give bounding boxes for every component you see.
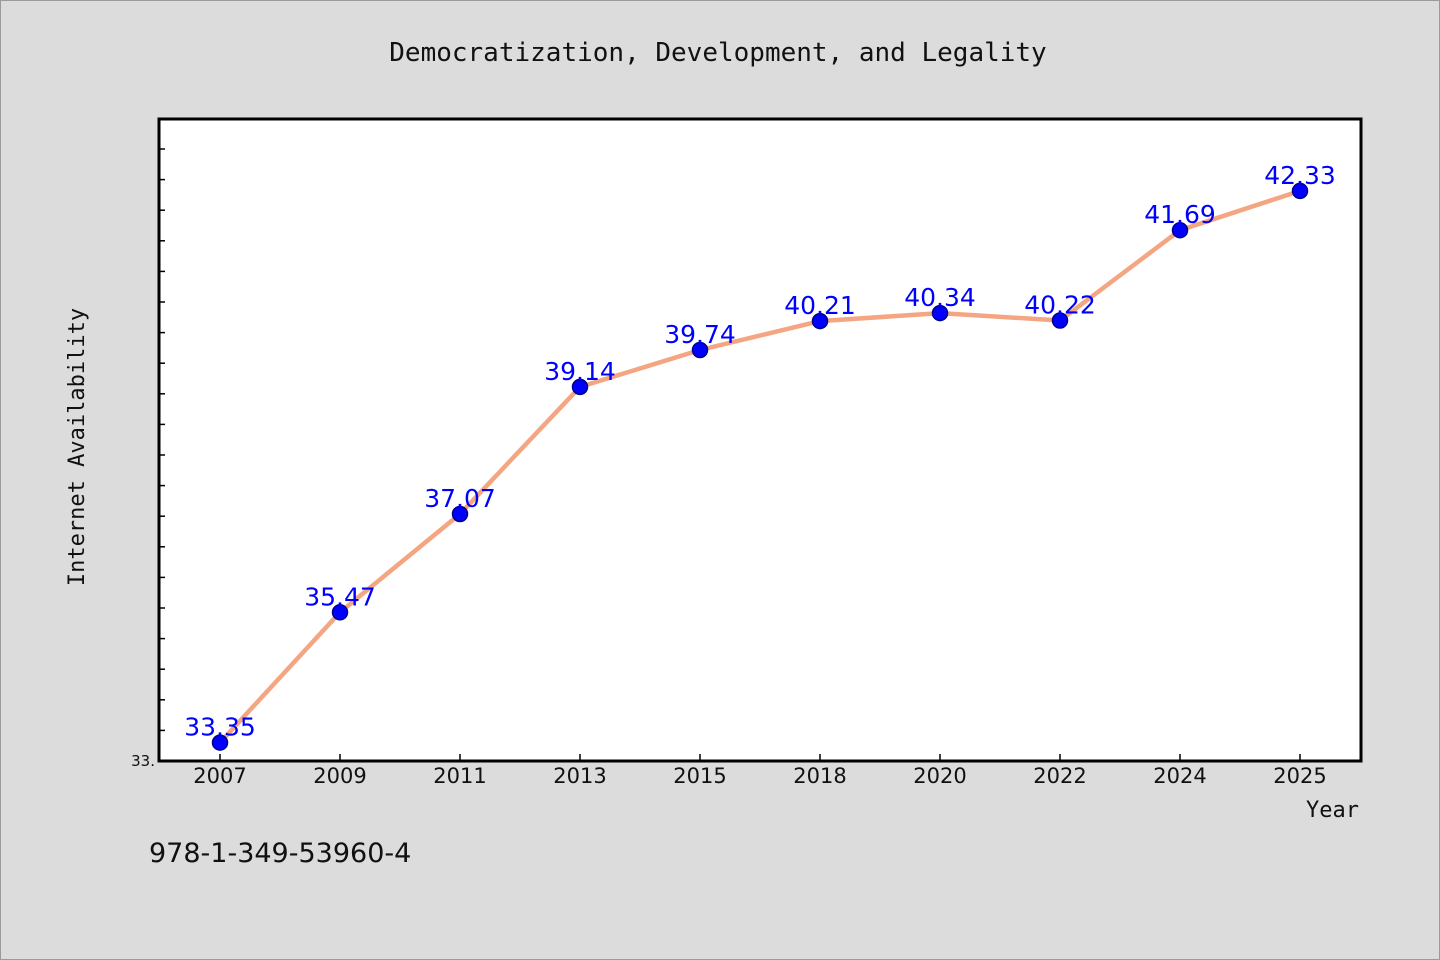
data-point	[451, 505, 469, 523]
data-point	[571, 378, 589, 396]
data-label: 39.14	[544, 357, 616, 386]
data-point	[1051, 312, 1069, 329]
data-point	[931, 304, 949, 322]
y-axis-ticks	[159, 148, 165, 732]
series-layer: 33.35 35.47 37.07 39.14 39.74 40.21 40.34 40.22…	[184, 161, 1336, 751]
y-axis-label: Internet Availability	[65, 308, 90, 586]
data-label: 39.74	[664, 320, 736, 349]
data-label: 33.35	[184, 713, 256, 742]
data-label: 40.22	[1024, 291, 1096, 320]
x-tick-label: 2007	[193, 764, 246, 788]
y-tick-label: 33.	[131, 752, 155, 770]
x-axis-ticks: 2007 2009 2011 2013 2015 2018 2020 2022 2024 2025	[193, 754, 1327, 788]
chart-title: Democratization, Development, and Legali…	[389, 38, 1046, 68]
x-tick-label: 2013	[553, 764, 606, 788]
data-point	[331, 604, 349, 621]
data-point	[211, 734, 229, 751]
data-label: 35.47	[304, 582, 376, 611]
x-tick-label: 2018	[793, 764, 846, 788]
x-tick-label: 2020	[913, 764, 966, 788]
x-axis-label: Year	[1306, 798, 1359, 823]
data-label: 37.07	[424, 484, 496, 513]
x-tick-label: 2025	[1273, 764, 1326, 788]
data-point	[811, 312, 829, 330]
x-tick-label: 2009	[313, 764, 366, 788]
x-tick-label: 2024	[1153, 764, 1206, 788]
plot-area	[157, 117, 1363, 763]
isbn-caption: 978-1-349-53960-4	[149, 838, 411, 869]
data-point	[1171, 221, 1189, 239]
data-label: 40.34	[904, 283, 976, 312]
x-tick-label: 2015	[673, 764, 726, 788]
data-label: 41.69	[1144, 200, 1216, 229]
x-tick-label: 2022	[1033, 764, 1086, 788]
data-point	[691, 341, 709, 359]
data-label: 40.21	[784, 291, 856, 320]
x-tick-label: 2011	[433, 764, 486, 788]
data-point	[1291, 182, 1309, 200]
series-line	[217, 188, 1303, 745]
data-label: 42.33	[1264, 161, 1336, 190]
